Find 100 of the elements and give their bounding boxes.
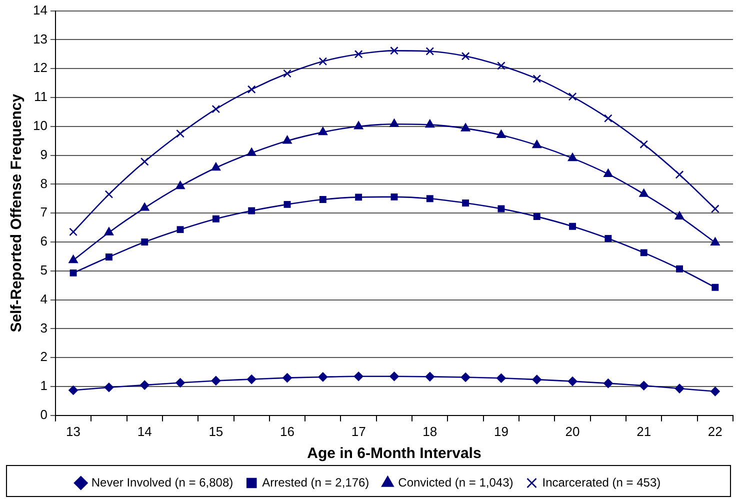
point [604, 235, 612, 242]
y-tick-label: 13 [32, 31, 48, 46]
x-tick-label: 16 [280, 424, 294, 439]
point [498, 205, 505, 212]
point [69, 228, 78, 236]
point [496, 373, 506, 383]
point [497, 62, 506, 70]
point [211, 376, 221, 386]
point [710, 204, 720, 213]
y-tick-label: 12 [32, 60, 48, 76]
point [390, 46, 398, 55]
point [390, 193, 398, 200]
point [675, 170, 684, 179]
point [460, 372, 470, 382]
point [604, 378, 613, 388]
point [176, 129, 184, 138]
point [282, 136, 292, 144]
point [68, 255, 78, 264]
point [390, 118, 399, 127]
point [355, 194, 362, 201]
point [568, 376, 578, 386]
legend-label: Convicted (n = 1,043) [398, 475, 514, 490]
point [248, 207, 256, 214]
point [212, 215, 220, 222]
point [104, 190, 114, 198]
point [496, 130, 506, 138]
y-axis-title: Self-Reported Offense Frequency [8, 93, 26, 332]
y-tick-label: 7 [40, 204, 48, 220]
point [461, 52, 470, 60]
x-tick-label: 18 [422, 424, 438, 439]
point [426, 47, 434, 56]
x-tick-label: 21 [636, 424, 652, 439]
x-tick-label: 17 [351, 424, 366, 439]
point [70, 269, 77, 276]
point [283, 69, 292, 78]
point [676, 265, 683, 272]
legend-label: Never Involved (n = 6,808) [91, 475, 234, 490]
point [282, 373, 292, 382]
y-tick-label: 9 [40, 146, 48, 162]
x-tick-label: 20 [565, 424, 580, 439]
y-tick-label: 0 [40, 406, 48, 422]
x-tick-label: 22 [708, 424, 722, 439]
point [354, 121, 364, 130]
y-tick-label: 11 [34, 89, 48, 104]
point [354, 372, 364, 382]
point [247, 85, 256, 94]
point [462, 200, 470, 206]
legend-label: Incarcerated (n = 453) [542, 475, 661, 490]
y-tick-label: 1 [40, 378, 48, 394]
point [247, 148, 256, 156]
point [569, 222, 576, 230]
y-tick-label: 6 [40, 234, 48, 249]
point [461, 123, 470, 132]
point [318, 127, 328, 136]
point [674, 384, 684, 394]
y-tick-label: 5 [40, 262, 48, 278]
point [105, 254, 112, 261]
point [710, 237, 720, 246]
point [212, 104, 220, 114]
x-tick-label: 15 [208, 424, 224, 439]
point [140, 202, 150, 211]
point [425, 372, 435, 382]
point [712, 284, 719, 291]
point [568, 92, 577, 101]
point [532, 74, 542, 83]
y-tick-label: 14 [32, 2, 48, 18]
point [141, 238, 148, 246]
point [604, 168, 613, 177]
point [568, 153, 578, 162]
point [104, 382, 114, 392]
point [640, 140, 648, 149]
point [176, 226, 184, 234]
y-tick-label: 10 [32, 118, 48, 133]
y-tick-label: 2 [40, 349, 48, 364]
x-tick-label: 13 [66, 424, 81, 439]
point [604, 114, 612, 122]
point [284, 200, 291, 208]
point [640, 249, 648, 256]
x-tick-label: 19 [494, 424, 508, 439]
point [318, 57, 328, 66]
x-axis-title: Age in 6-Month Intervals [307, 445, 482, 462]
point [354, 50, 363, 58]
point [246, 374, 256, 384]
point [176, 181, 185, 190]
y-tick-label: 8 [40, 176, 48, 191]
point [176, 378, 185, 388]
point [674, 211, 684, 220]
point [318, 372, 328, 382]
point [710, 386, 720, 396]
point [639, 188, 648, 197]
point [104, 227, 114, 236]
y-tick-label: 4 [40, 291, 48, 306]
y-tick-label: 3 [40, 320, 48, 336]
point [532, 374, 542, 384]
point [68, 386, 78, 395]
point [426, 195, 434, 202]
point [211, 162, 220, 171]
point [390, 372, 399, 382]
point [533, 213, 540, 220]
point [532, 140, 542, 148]
